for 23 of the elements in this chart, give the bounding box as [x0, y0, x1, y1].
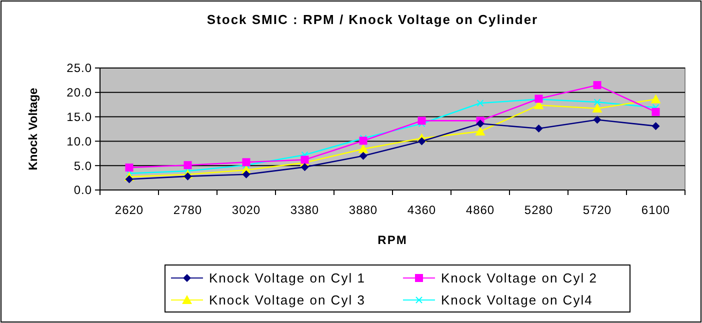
y-tick-label: 0.0 [74, 183, 92, 198]
legend-label: Knock Voltage on Cyl 2 [441, 270, 598, 286]
x-tick-label: 6100 [641, 203, 670, 217]
y-tick-label: 5.0 [74, 158, 92, 173]
x-tick-label: 3380 [290, 203, 320, 217]
legend-label: Knock Voltage on Cyl 1 [209, 270, 366, 286]
legend-label: Knock Voltage on Cyl 3 [209, 292, 366, 308]
legend-label: Knock Voltage on Cyl4 [441, 292, 593, 308]
x-tick-label: 2620 [114, 203, 144, 217]
x-tick-label: 2780 [173, 203, 202, 217]
y-tick-label: 20.0 [66, 86, 92, 100]
chart-title: Stock SMIC : RPM / Knock Voltage on Cylinder [206, 12, 538, 27]
x-tick-label: 3880 [348, 203, 378, 217]
y-tick-label: 15.0 [66, 110, 92, 124]
y-axis-title: Knock Voltage [26, 87, 40, 170]
x-tick-label: 5720 [582, 203, 612, 217]
y-tick-label: 10.0 [66, 134, 92, 148]
x-tick-label: 4360 [407, 203, 436, 217]
y-tick-label: 25.0 [66, 61, 92, 76]
x-axis-title: RPM [378, 233, 408, 247]
x-tick-label: 4860 [466, 203, 495, 217]
x-tick-label: 5280 [524, 203, 554, 217]
x-tick-label: 3020 [232, 203, 261, 217]
